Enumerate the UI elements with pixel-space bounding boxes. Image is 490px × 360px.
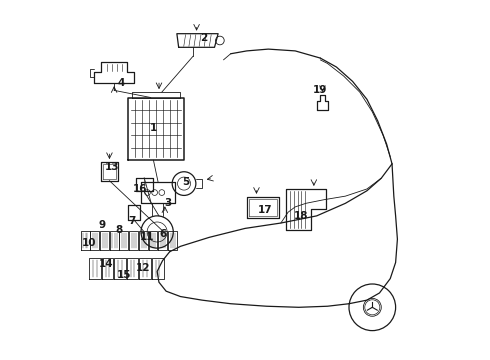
Text: 13: 13	[104, 162, 119, 172]
Text: 7: 7	[128, 216, 136, 226]
Text: 14: 14	[99, 259, 114, 269]
Text: 3: 3	[164, 198, 171, 208]
Text: 8: 8	[115, 225, 122, 235]
Text: 19: 19	[313, 85, 327, 95]
Text: 9: 9	[98, 220, 106, 230]
Text: 12: 12	[136, 263, 150, 273]
Text: 4: 4	[118, 78, 125, 88]
Text: 5: 5	[182, 177, 190, 187]
Text: 11: 11	[140, 232, 155, 242]
Text: 18: 18	[294, 211, 308, 221]
Text: 15: 15	[117, 270, 131, 280]
Text: 2: 2	[200, 33, 207, 43]
Text: 10: 10	[82, 238, 96, 248]
Text: 17: 17	[257, 206, 272, 216]
Text: 1: 1	[150, 123, 157, 133]
Text: 6: 6	[159, 229, 166, 239]
Text: 16: 16	[133, 184, 147, 194]
